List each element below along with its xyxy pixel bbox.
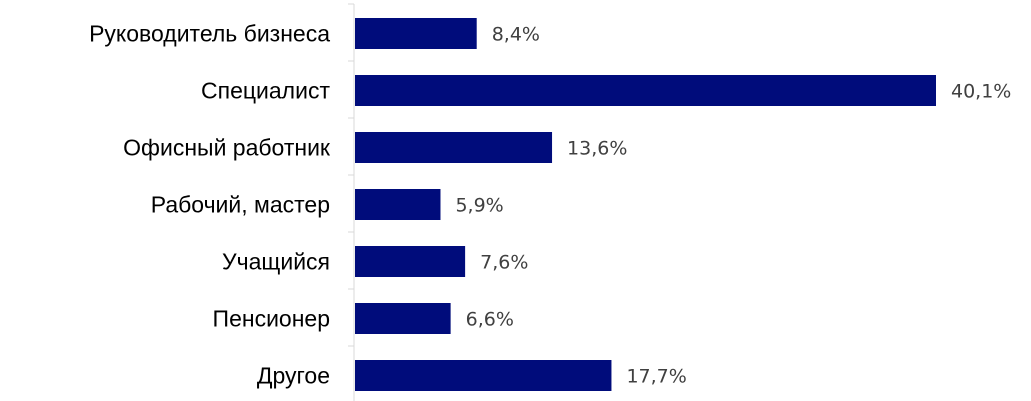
bar <box>355 132 553 163</box>
category-label: Специалист <box>201 78 330 104</box>
data-label: 6,6% <box>466 309 514 331</box>
bar <box>355 246 466 277</box>
category-label: Учащийся <box>222 249 330 275</box>
category-label: Пенсионер <box>213 306 330 332</box>
data-label: 5,9% <box>455 195 503 217</box>
category-label: Руководитель бизнеса <box>89 21 330 47</box>
bar <box>355 189 441 220</box>
category-label: Офисный работник <box>123 135 331 161</box>
category-label: Рабочий, мастер <box>151 192 330 218</box>
bar <box>355 360 612 391</box>
data-label: 40,1% <box>951 81 1011 103</box>
data-label: 13,6% <box>567 138 627 160</box>
bar <box>355 303 451 334</box>
data-label: 8,4% <box>492 24 540 46</box>
data-label: 17,7% <box>626 366 686 388</box>
labels-layer: Руководитель бизнеса 8,4% Специалист 40,1% О… <box>89 21 1011 389</box>
bars-layer <box>355 18 936 391</box>
category-label: Другое <box>257 363 330 389</box>
data-label: 7,6% <box>480 252 528 274</box>
axis-layer <box>348 3 355 401</box>
bar <box>355 75 936 106</box>
bar <box>355 18 477 49</box>
